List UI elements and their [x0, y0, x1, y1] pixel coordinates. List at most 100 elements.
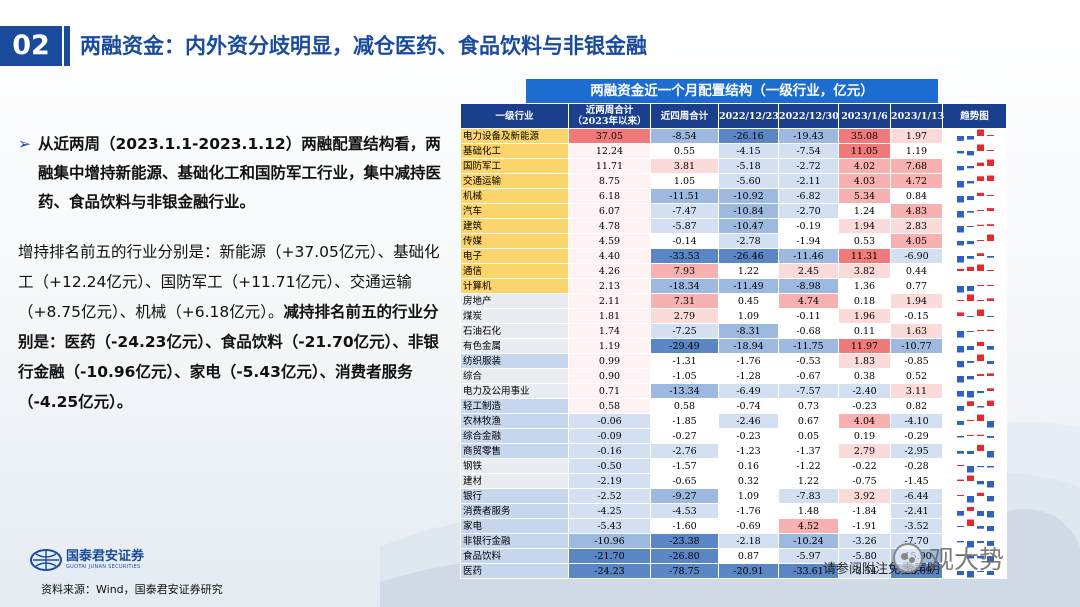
- industry-name: 国防军工: [460, 158, 569, 174]
- value-cell: -8.54: [650, 128, 719, 144]
- table-title: 两融资金近一个月配置结构（一级行业，亿元）: [526, 79, 938, 103]
- trend-bars: [956, 309, 994, 317]
- value-cell: -0.27: [650, 428, 719, 444]
- table-row: 建材 -2.19 -0.65 0.32 1.22 -0.75 -1.45: [460, 473, 1007, 489]
- watermark-text: 观大势: [929, 545, 1005, 574]
- trend-bars: [956, 434, 994, 438]
- value-cell: 1.81: [568, 308, 651, 324]
- value-cell: -1.76: [718, 503, 779, 519]
- value-cell: 3.92: [838, 488, 891, 504]
- trend-bars: [956, 354, 994, 368]
- value-cell: 4.26: [568, 263, 651, 279]
- trend-bar: [976, 391, 984, 394]
- value-cell: -0.53: [778, 353, 839, 369]
- trend-bar: [976, 511, 984, 516]
- value-cell: 4.52: [778, 518, 839, 534]
- trend-sparkline: [942, 443, 1007, 459]
- trend-bar: [986, 466, 994, 468]
- value-cell: 4.72: [890, 173, 943, 189]
- value-cell: -6.90: [890, 248, 943, 264]
- industry-name: 农林牧渔: [460, 413, 569, 429]
- industry-name: 消费者服务: [460, 503, 569, 519]
- value-cell: -7.47: [650, 203, 719, 219]
- value-cell: -0.50: [568, 458, 651, 474]
- trend-bar: [966, 346, 974, 351]
- value-cell: 0.32: [718, 473, 779, 489]
- table-header-row: 一级行业 近两周合计（2023年以来） 近四周合计 2022/12/23 202…: [460, 103, 1007, 129]
- table-row: 消费者服务 -4.25 -4.53 -1.76 1.48 -1.84 -2.41: [460, 503, 1007, 519]
- value-cell: 0.73: [778, 398, 839, 414]
- trend-bar: [956, 526, 964, 527]
- trend-bars: [956, 444, 994, 458]
- value-cell: -21.70: [568, 548, 651, 564]
- trend-bar: [956, 421, 964, 425]
- value-cell: -26.80: [650, 548, 719, 564]
- trend-bar: [966, 196, 974, 201]
- trend-bar: [976, 434, 984, 436]
- trend-bar: [986, 511, 994, 518]
- value-cell: 1.09: [718, 488, 779, 504]
- value-cell: -0.85: [890, 353, 943, 369]
- trend-bar: [956, 241, 964, 246]
- value-cell: -10.24: [778, 533, 839, 549]
- trend-bars: [956, 224, 994, 233]
- value-cell: 6.07: [568, 203, 651, 219]
- value-cell: -4.10: [890, 413, 943, 429]
- value-cell: 2.13: [568, 278, 651, 294]
- value-cell: -0.74: [718, 398, 779, 414]
- trend-bar: [976, 129, 984, 136]
- value-cell: 1.36: [838, 278, 891, 294]
- value-cell: 12.24: [568, 143, 651, 159]
- trend-bar: [986, 234, 994, 241]
- table-row: 综合 0.90 -1.05 -1.28 -0.67 0.38 0.52: [460, 368, 1007, 384]
- trend-bar: [966, 401, 974, 406]
- value-cell: -10.96: [568, 533, 651, 549]
- value-cell: 2.79: [838, 443, 891, 459]
- trend-bar: [986, 135, 994, 136]
- trend-bars: [956, 492, 994, 503]
- trend-bar: [966, 435, 974, 436]
- trend-bar: [976, 192, 984, 196]
- trend-bar: [986, 541, 994, 546]
- trend-bar: [956, 286, 964, 293]
- value-cell: -2.78: [718, 233, 779, 249]
- industry-name: 基础化工: [460, 143, 569, 159]
- table-row: 纺织服装 0.99 -1.31 -1.76 -0.53 1.83 -0.85: [460, 353, 1007, 369]
- header-week-1: 2022/12/23: [718, 103, 779, 129]
- value-cell: -2.18: [718, 533, 779, 549]
- value-cell: -6.49: [718, 383, 779, 399]
- trend-sparkline: [942, 218, 1007, 234]
- trend-bar: [966, 475, 974, 481]
- value-cell: 0.82: [890, 398, 943, 414]
- value-cell: 3.81: [650, 158, 719, 174]
- value-cell: -33.61: [778, 563, 839, 579]
- value-cell: 3.82: [838, 263, 891, 279]
- trend-bar: [956, 181, 964, 188]
- table-row: 石油石化 1.74 -7.25 -8.31 -0.68 0.11 1.63: [460, 323, 1007, 339]
- trend-sparkline: [942, 338, 1007, 354]
- industry-name: 汽车: [460, 203, 569, 219]
- summary-paragraph: 增持排名前五的行业分别是：新能源（+37.05亿元）、基础化工（+12.24亿元…: [18, 237, 443, 417]
- value-cell: -1.37: [778, 443, 839, 459]
- trend-bar: [986, 316, 994, 317]
- trend-bars: [956, 465, 994, 473]
- trend-bar: [986, 556, 994, 563]
- trend-bar: [986, 400, 994, 406]
- trend-bar: [956, 406, 964, 411]
- value-cell: -1.28: [718, 368, 779, 384]
- table-row: 农林牧渔 -0.06 -1.85 -2.46 0.67 4.04 -4.10: [460, 413, 1007, 429]
- value-cell: 1.94: [890, 293, 943, 309]
- industry-name: 煤炭: [460, 308, 569, 324]
- value-cell: -13.34: [650, 383, 719, 399]
- value-cell: 0.99: [568, 353, 651, 369]
- page-title: 两融资金：内外资分歧明显，减仓医药、食品饮料与非银金融: [80, 34, 647, 58]
- value-cell: 1.22: [718, 263, 779, 279]
- value-cell: 4.05: [890, 233, 943, 249]
- trend-bar: [976, 285, 984, 286]
- value-cell: 5.34: [838, 188, 891, 204]
- trend-sparkline: [942, 293, 1007, 309]
- trend-bar: [976, 330, 984, 331]
- value-cell: -24.23: [568, 563, 651, 579]
- trend-bar: [956, 511, 964, 516]
- value-cell: -4.15: [718, 143, 779, 159]
